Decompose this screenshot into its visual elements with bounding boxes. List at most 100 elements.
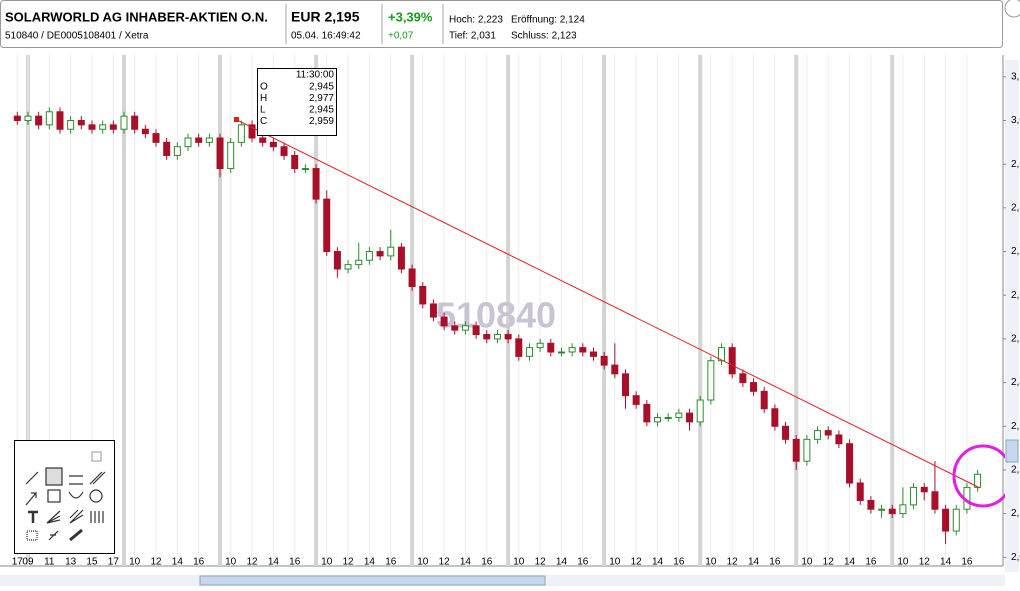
y-tick-label: 2,3	[1011, 421, 1020, 432]
x-tick-label: 14	[364, 557, 376, 568]
tool-cycles[interactable]	[90, 511, 104, 523]
candle-body	[429, 303, 437, 318]
candle-body	[312, 168, 320, 200]
low: Tief: 2,031	[449, 31, 496, 42]
candles	[13, 107, 982, 545]
x-tick-label: 10	[897, 557, 909, 568]
tool-fan[interactable]	[46, 510, 61, 524]
candle-body	[824, 430, 832, 436]
h-scroll-thumb[interactable]	[199, 575, 546, 586]
tool-fib-fan[interactable]	[69, 509, 84, 524]
x-tick-label: 16	[577, 557, 589, 568]
candle-body	[867, 499, 875, 510]
x-tick-label: 11	[44, 557, 55, 568]
candle-body	[216, 137, 224, 170]
tool-rect[interactable]	[47, 489, 61, 503]
candle-body	[195, 137, 203, 143]
candle-body	[707, 360, 715, 401]
x-tick-label: 16	[961, 557, 973, 568]
high: Hoch: 2,223	[449, 15, 503, 26]
candle-body	[24, 115, 32, 122]
y-tick-label: 2,7	[1011, 246, 1020, 257]
candle-body	[557, 351, 565, 354]
candle-body	[856, 482, 864, 501]
candle-body	[376, 251, 384, 257]
x-tick-label: 14	[268, 557, 280, 568]
x-tick-label: 14	[940, 557, 952, 568]
candle-body	[536, 342, 544, 349]
x-tick-label: 09	[22, 557, 34, 568]
x-tick-label: 12	[535, 557, 547, 568]
candle-body	[942, 508, 950, 532]
candle-body	[472, 325, 480, 336]
stock-id: 510840 / DE0005108401 / Xetra	[5, 31, 149, 42]
time: 05.04. 16:49:42	[291, 31, 361, 42]
stock-title: SOLARWORLD AG INHABER-AKTIEN O.N.	[5, 9, 268, 24]
x-tick-label: 12	[343, 557, 355, 568]
tool-erase[interactable]	[48, 530, 59, 541]
day-separator	[410, 55, 415, 566]
trend-handle[interactable]	[234, 117, 239, 122]
tool-grid[interactable]	[26, 530, 38, 541]
candle-body	[814, 430, 822, 440]
candle-body	[910, 486, 918, 506]
candle-body	[835, 434, 843, 445]
candle-body	[237, 124, 245, 143]
x-tick-label: 16	[481, 557, 493, 568]
x-tick-label: 10	[129, 557, 141, 568]
tool-circle[interactable]	[89, 489, 103, 503]
candle-body	[525, 347, 533, 357]
candle-body	[141, 128, 149, 135]
candle-body	[878, 508, 886, 511]
candle-body	[632, 395, 640, 405]
tool-line[interactable]	[25, 471, 39, 485]
x-tick-label: 13	[65, 557, 77, 568]
x-tick-label: 16	[673, 557, 685, 568]
candle-body	[280, 146, 288, 156]
candle-body	[152, 133, 160, 143]
x-tick-label: 14	[844, 557, 856, 568]
candle-body	[397, 246, 405, 270]
y-tick-label: 2,8	[1011, 203, 1020, 214]
y-tick-label: 3,0	[1011, 115, 1020, 126]
candle-body	[515, 338, 523, 357]
tool-arrow[interactable]	[25, 492, 37, 506]
candle-body	[269, 141, 277, 148]
candle-body	[88, 124, 96, 130]
drawing-toolbar	[14, 440, 115, 554]
candle-body	[931, 491, 939, 510]
change-abs: +0,07	[388, 31, 414, 42]
tool-channel[interactable]	[89, 471, 106, 485]
x-tick-label: 16	[769, 557, 781, 568]
tool-pen[interactable]	[69, 528, 83, 542]
candle-body	[920, 486, 928, 493]
day-separator	[698, 55, 703, 566]
candle-body	[739, 373, 747, 384]
x-tick-label: 12	[919, 557, 931, 568]
close-button[interactable]	[91, 451, 102, 462]
corner-button[interactable]	[1004, 0, 1020, 18]
candle-body	[344, 264, 352, 270]
candle-body	[355, 259, 363, 266]
candle-body	[888, 508, 896, 515]
tool-arc[interactable]	[68, 491, 84, 499]
v-scroll-thumb[interactable]	[1005, 439, 1019, 463]
candle-body	[184, 137, 192, 148]
candle-body	[205, 137, 213, 143]
tool-text[interactable]	[28, 510, 38, 523]
x-tick-label: 14	[556, 557, 568, 568]
tool-hline[interactable]	[69, 475, 83, 485]
tooltip-key: L	[260, 105, 266, 116]
candle-body	[387, 246, 395, 257]
candle-body	[56, 111, 64, 130]
trend-line[interactable]	[236, 119, 981, 489]
candle-body	[547, 342, 555, 353]
x-tick-label: 10	[705, 557, 717, 568]
open: Eröffnung: 2,124	[511, 15, 585, 26]
v-scrollbar[interactable]	[1005, 60, 1019, 572]
candle-body	[291, 154, 299, 170]
tool-text-line[interactable]	[45, 467, 63, 486]
x-tick-label: 12	[631, 557, 643, 568]
